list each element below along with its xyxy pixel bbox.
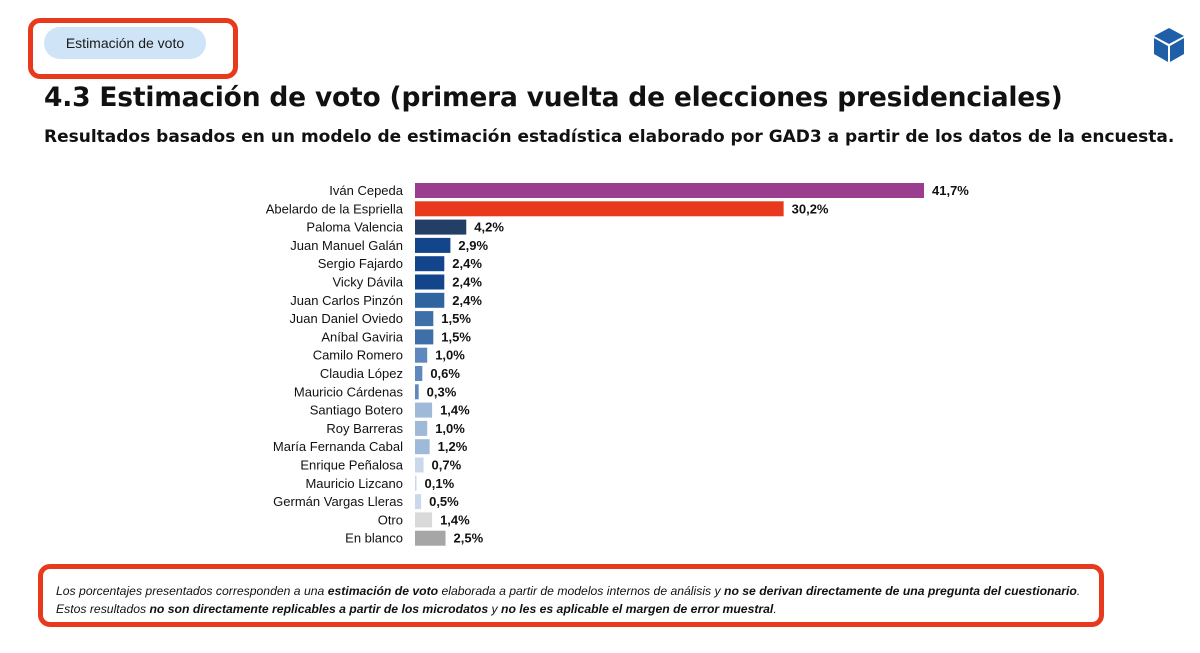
bar-santiago-botero [415,402,433,418]
category-label-santiago-botero: Santiago Botero [310,403,403,418]
bar-camilo-romero [415,347,428,363]
page-subtitle: Resultados basados en un modelo de estim… [44,127,1175,147]
bar-sergio-fajardo [415,256,445,272]
value-label-claudia-lopez: 0,6% [430,366,460,381]
footnote-emphasis: no les es aplicable el margen de error m… [501,602,774,616]
value-label-camilo-romero: 1,0% [435,348,465,363]
bar-vicky-davila [415,274,445,290]
category-label-juan-manuel-galan: Juan Manuel Galán [290,238,403,253]
value-label-sergio-fajardo: 2,4% [452,256,482,271]
value-label-otro: 1,4% [440,512,470,527]
category-label-ivan-cepeda: Iván Cepeda [329,183,403,198]
category-label-camilo-romero: Camilo Romero [313,348,403,363]
footnote: Los porcentajes presentados corresponden… [56,582,1091,618]
bar-ivan-cepeda [415,183,924,198]
bar-juan-manuel-galan [415,237,451,253]
footnote-text: elaborada a partir de modelos internos d… [438,584,724,598]
category-label-maria-fernanda-cabal: María Fernanda Cabal [273,439,403,454]
footnote-highlight-frame [38,564,1104,627]
category-label-paloma-valencia: Paloma Valencia [306,220,403,235]
footnote-text: . Estos resultados [56,584,1081,616]
category-label-mauricio-cardenas: Mauricio Cárdenas [294,384,404,399]
value-label-enrique-penalosa: 0,7% [432,458,462,473]
value-label-juan-daniel-oviedo: 1,5% [441,311,471,326]
bar-anibal-gaviria [415,329,434,345]
category-label-enrique-penalosa: Enrique Peñalosa [300,458,403,473]
footnote-emphasis: estimación de voto [327,584,439,598]
bar-claudia-lopez [415,366,423,381]
bar-enrique-penalosa [415,457,424,473]
footnote-emphasis: no son directamente replicables a partir… [149,602,489,616]
value-label-mauricio-lizcano: 0,1% [425,476,455,491]
value-label-santiago-botero: 1,4% [440,403,470,418]
bar-en-blanco [415,530,446,546]
value-label-maria-fernanda-cabal: 1,2% [438,439,468,454]
value-label-vicky-davila: 2,4% [452,275,482,290]
value-label-en-blanco: 2,5% [454,531,484,546]
value-label-juan-carlos-pinzon: 2,4% [452,293,482,308]
value-label-ivan-cepeda: 41,7% [932,183,969,198]
bar-otro [415,512,433,528]
bar-maria-fernanda-cabal [415,439,430,455]
cube-icon [1154,28,1184,62]
footnote-emphasis: no se derivan directamente de una pregun… [724,584,1077,598]
bar-paloma-valencia [415,219,467,235]
category-label-juan-carlos-pinzon: Juan Carlos Pinzón [290,293,403,308]
category-label-en-blanco: En blanco [345,531,403,546]
category-label-german-vargas-lleras: Germán Vargas Lleras [273,494,403,509]
badge-highlight-frame [28,18,238,79]
bar-german-vargas-lleras [415,494,422,510]
bar-mauricio-lizcano [415,475,417,491]
bar-juan-daniel-oviedo [415,311,434,327]
value-label-anibal-gaviria: 1,5% [441,329,471,344]
page-title: 4.3 Estimación de voto (primera vuelta d… [44,82,1063,113]
value-label-juan-manuel-galan: 2,9% [458,238,488,253]
section-badge: Estimación de voto [44,27,206,59]
bar-roy-barreras [415,420,428,436]
value-label-paloma-valencia: 4,2% [474,220,504,235]
value-label-abelardo-de-la-espriella: 30,2% [792,201,829,216]
category-label-claudia-lopez: Claudia López [320,366,403,381]
category-label-mauricio-lizcano: Mauricio Lizcano [305,476,403,491]
value-label-german-vargas-lleras: 0,5% [429,494,459,509]
category-label-vicky-davila: Vicky Dávila [332,275,403,290]
category-label-roy-barreras: Roy Barreras [326,421,403,436]
category-label-juan-daniel-oviedo: Juan Daniel Oviedo [290,311,403,326]
value-label-roy-barreras: 1,0% [435,421,465,436]
footnote-text: y [488,602,502,616]
category-label-anibal-gaviria: Aníbal Gaviria [321,329,403,344]
value-label-mauricio-cardenas: 0,3% [427,384,457,399]
footnote-text: Los porcentajes presentados corresponden… [56,584,328,598]
category-label-otro: Otro [378,512,403,527]
footnote-text: . [773,602,777,616]
category-label-abelardo-de-la-espriella: Abelardo de la Espriella [266,201,404,216]
bar-abelardo-de-la-espriella [415,201,784,217]
vote-estimate-bar-chart: Iván Cepeda 41,7% Abelardo de la Espriella… [266,183,969,546]
bar-juan-carlos-pinzon [415,292,445,308]
bar-mauricio-cardenas [415,384,419,400]
category-label-sergio-fajardo: Sergio Fajardo [318,256,403,271]
